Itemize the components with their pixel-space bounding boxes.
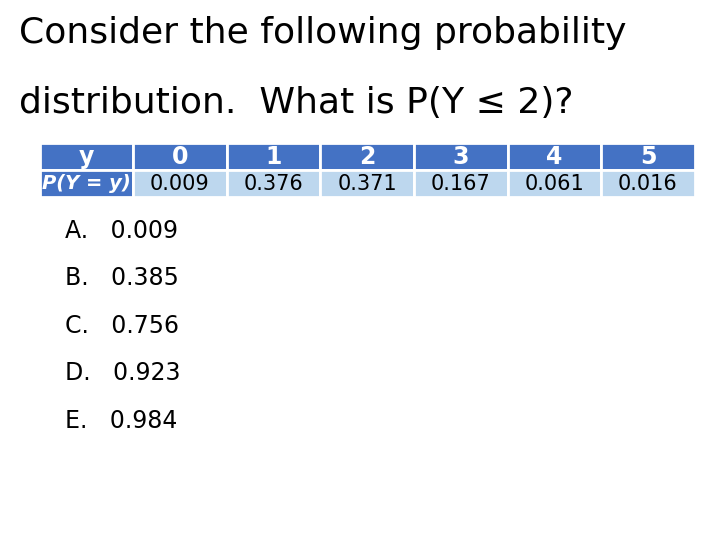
Text: E.   0.984: E. 0.984 (65, 409, 177, 433)
Text: distribution.  What is P(Y ≤ 2)?: distribution. What is P(Y ≤ 2)? (19, 86, 574, 120)
Text: D.   0.923: D. 0.923 (65, 361, 180, 385)
Text: 0.016: 0.016 (618, 173, 678, 194)
Text: B.   0.385: B. 0.385 (65, 266, 179, 290)
Text: 5: 5 (640, 145, 656, 168)
Text: P(Y = y): P(Y = y) (42, 174, 131, 193)
Text: C.   0.756: C. 0.756 (65, 314, 179, 338)
Text: 3: 3 (453, 145, 469, 168)
Text: 1: 1 (266, 145, 282, 168)
Text: y: y (78, 145, 94, 168)
Text: 0.167: 0.167 (431, 173, 490, 194)
Text: A.   0.009: A. 0.009 (65, 219, 178, 242)
Text: 0.009: 0.009 (150, 173, 210, 194)
Text: Consider the following probability: Consider the following probability (19, 16, 627, 50)
Text: 2: 2 (359, 145, 375, 168)
Text: 4: 4 (546, 145, 562, 168)
Text: 0.061: 0.061 (525, 173, 584, 194)
Text: 0.371: 0.371 (338, 173, 397, 194)
Text: 0: 0 (172, 145, 188, 168)
Text: 0.376: 0.376 (244, 173, 303, 194)
